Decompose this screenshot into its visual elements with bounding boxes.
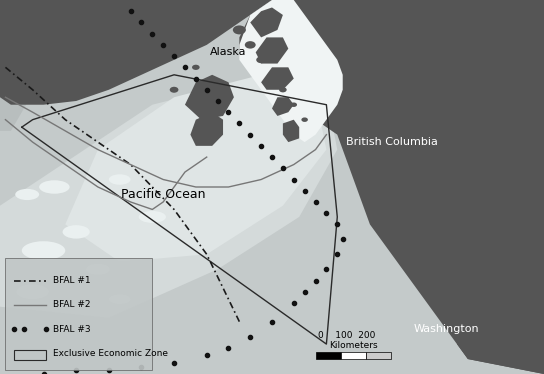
Bar (5, 258, 152, 370)
Ellipse shape (15, 189, 39, 200)
Circle shape (279, 87, 287, 92)
Circle shape (192, 65, 200, 70)
Text: BFAL #2: BFAL #2 (53, 300, 90, 309)
Circle shape (268, 72, 276, 78)
Text: Alaska: Alaska (210, 47, 247, 57)
Ellipse shape (16, 284, 49, 299)
Polygon shape (0, 75, 337, 318)
Polygon shape (457, 292, 544, 374)
Text: BFAL #3: BFAL #3 (53, 325, 90, 334)
Text: 0    100  200: 0 100 200 (318, 331, 375, 340)
Circle shape (245, 41, 256, 49)
Polygon shape (283, 120, 299, 142)
Circle shape (290, 102, 297, 107)
Text: Kilometers: Kilometers (329, 341, 378, 350)
Ellipse shape (109, 294, 131, 304)
Text: BFAL #1: BFAL #1 (53, 276, 90, 285)
Circle shape (301, 117, 308, 122)
Bar (366, 352, 391, 359)
Polygon shape (256, 37, 288, 64)
Circle shape (233, 25, 246, 34)
Polygon shape (0, 0, 272, 105)
Ellipse shape (139, 211, 166, 223)
Text: British Columbia: British Columbia (346, 137, 437, 147)
Bar (316, 352, 341, 359)
Text: Pacific Ocean: Pacific Ocean (121, 188, 206, 201)
Polygon shape (250, 7, 283, 37)
Polygon shape (185, 75, 234, 120)
Text: Washington: Washington (413, 324, 479, 334)
Polygon shape (190, 112, 223, 146)
Ellipse shape (63, 225, 90, 239)
Text: Exclusive Economic Zone: Exclusive Economic Zone (53, 349, 168, 358)
Ellipse shape (39, 180, 70, 194)
Bar (14, 350, 46, 360)
Bar (341, 352, 366, 359)
Ellipse shape (22, 241, 65, 260)
Polygon shape (239, 0, 544, 374)
Ellipse shape (86, 264, 110, 275)
Polygon shape (261, 67, 294, 90)
Polygon shape (239, 0, 343, 142)
Polygon shape (272, 97, 294, 116)
Circle shape (170, 87, 178, 93)
Polygon shape (0, 0, 54, 131)
Circle shape (256, 56, 266, 63)
Ellipse shape (109, 174, 131, 185)
Polygon shape (65, 75, 326, 262)
